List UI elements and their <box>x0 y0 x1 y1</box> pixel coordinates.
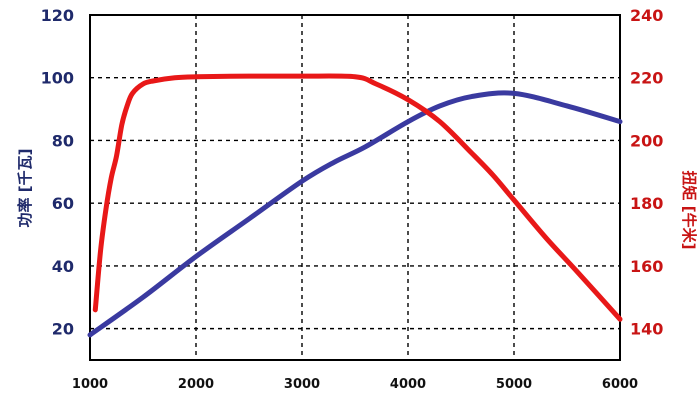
y-right-tick-label-240: 240 <box>630 6 663 25</box>
power-series-line <box>87 90 623 338</box>
y-right-tick-label-160: 160 <box>630 257 663 276</box>
x-tick-label-5000: 5000 <box>496 377 532 392</box>
x-tick-label-1000: 1000 <box>72 377 108 392</box>
x-tick-label-4000: 4000 <box>390 377 426 392</box>
x-tick-label-2000: 2000 <box>178 377 214 392</box>
plot-area <box>89 14 621 361</box>
y-axis-label-left: 功率 [千瓦] <box>16 149 34 228</box>
y-left-tick-label-80: 80 <box>52 131 74 150</box>
y-axis-label-right: 扭矩 [牛米] <box>680 171 698 250</box>
ticks: 1000 2000 3000 4000 5000 6000 20 40 60 80 100 120 14… <box>41 6 664 392</box>
y-left-tick-label-20: 20 <box>52 320 74 339</box>
y-left-tick-label-100: 100 <box>41 69 74 88</box>
y-left-tick-label-120: 120 <box>41 6 74 25</box>
y-right-tick-label-180: 180 <box>630 194 663 213</box>
y-left-tick-label-60: 60 <box>52 194 74 213</box>
y-left-tick-label-40: 40 <box>52 257 74 276</box>
y-right-tick-label-140: 140 <box>630 320 663 339</box>
series-layer <box>87 73 623 338</box>
y-right-tick-label-200: 200 <box>630 131 663 150</box>
y-right-tick-label-220: 220 <box>630 69 663 88</box>
x-tick-label-3000: 3000 <box>284 377 320 392</box>
torque-series-line <box>92 73 623 322</box>
x-tick-label-6000: 6000 <box>602 377 638 392</box>
